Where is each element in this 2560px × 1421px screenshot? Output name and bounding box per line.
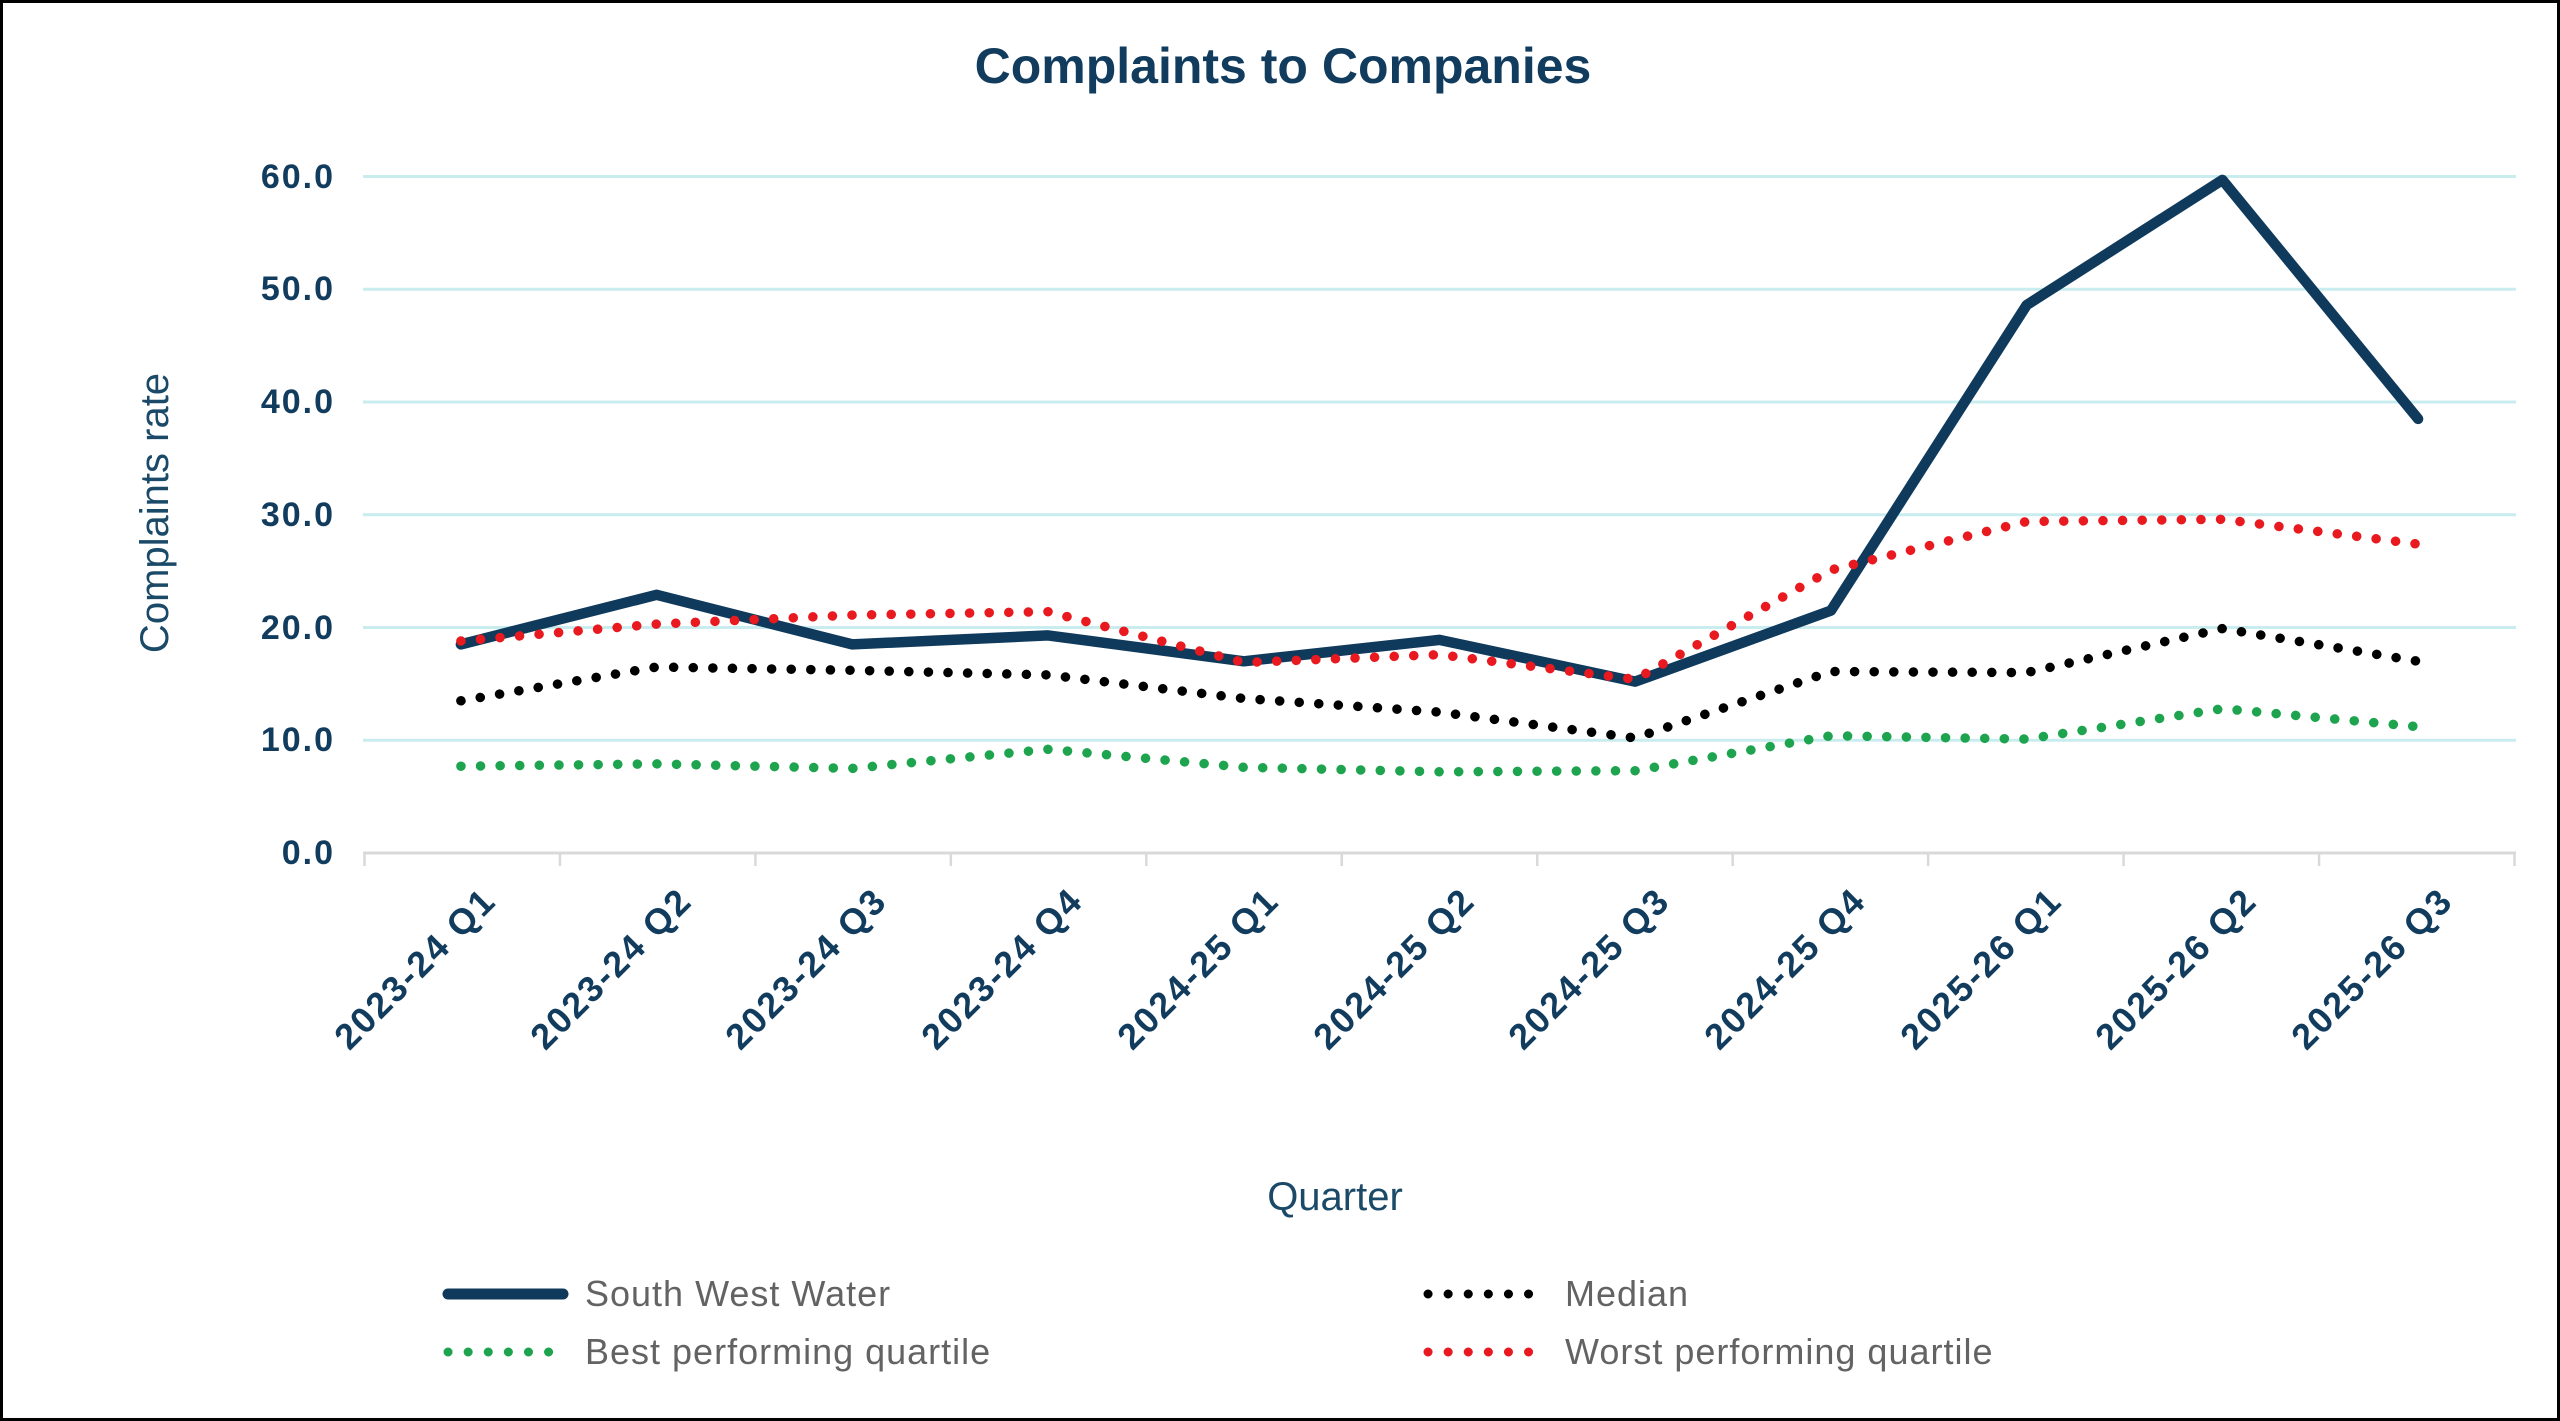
legend-item-median: Median bbox=[1421, 1272, 1689, 1316]
y-tick-label: 20.0 bbox=[260, 608, 335, 647]
y-axis-title: Complaints rate bbox=[133, 372, 177, 654]
series-line-south-west-water bbox=[455, 174, 2424, 687]
legend-label: South West Water bbox=[585, 1273, 892, 1314]
series-line-best-performing-quartile bbox=[456, 703, 2423, 777]
legend-label: Worst performing quartile bbox=[1565, 1331, 1994, 1372]
legend-label: Median bbox=[1565, 1273, 1690, 1314]
x-axis-title: Quarter bbox=[1267, 1175, 1403, 1219]
y-tick-label: 50.0 bbox=[260, 270, 335, 309]
series-line-median bbox=[456, 623, 2423, 743]
y-tick-label: 0.0 bbox=[281, 834, 335, 872]
line-swatch-icon bbox=[442, 1288, 569, 1300]
dots-swatch-icon bbox=[443, 1347, 556, 1357]
y-tick-label: 10.0 bbox=[260, 721, 335, 760]
y-tick-label: 40.0 bbox=[260, 383, 335, 421]
legend-label: Best performing quartile bbox=[585, 1331, 992, 1372]
legend-item-worst-performing-quartile: Worst performing quartile bbox=[1421, 1330, 1994, 1374]
chart-title: Complaints to Companies bbox=[974, 38, 1592, 94]
legend-item-best-performing-quartile: Best performing quartile bbox=[441, 1330, 991, 1374]
dots-swatch-icon bbox=[1423, 1289, 1536, 1299]
dots-swatch-icon bbox=[1423, 1347, 1536, 1357]
y-tick-label: 30.0 bbox=[260, 495, 335, 534]
legend-item-south-west-water: South West Water bbox=[441, 1272, 891, 1316]
plot-area bbox=[363, 174, 2516, 866]
series-line-worst-performing-quartile bbox=[456, 514, 2423, 685]
y-tick-label: 60.0 bbox=[260, 157, 335, 196]
